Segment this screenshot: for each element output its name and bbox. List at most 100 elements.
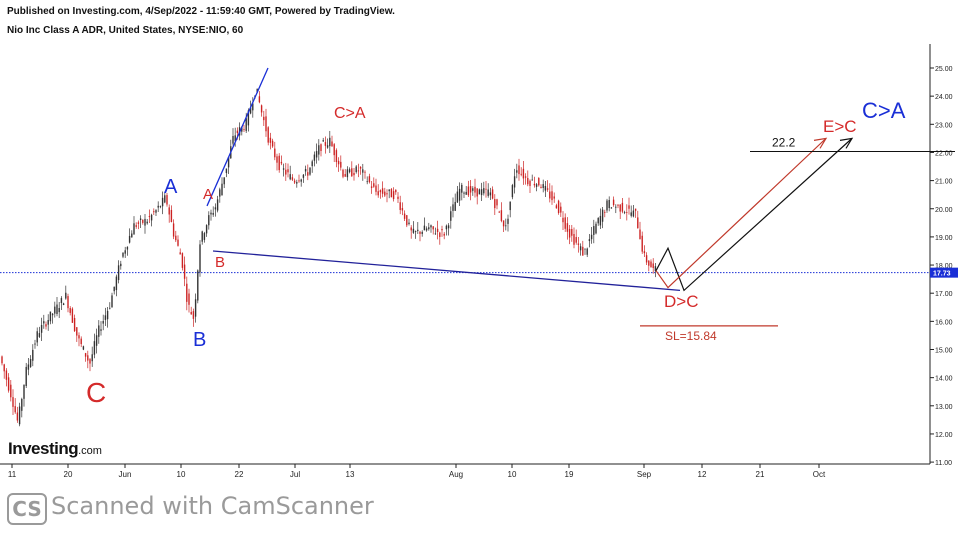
candle-body <box>65 292 67 299</box>
candle-body <box>474 186 476 193</box>
candle-body <box>441 229 443 231</box>
candle-body <box>593 226 595 235</box>
candle-body <box>414 231 417 232</box>
y-tick-label: 12.00 <box>935 432 953 439</box>
candle-body <box>386 193 388 195</box>
candle-body <box>27 364 30 370</box>
candle-body <box>234 135 236 141</box>
y-tick-label: 24.00 <box>935 94 953 101</box>
candle-body <box>10 384 12 398</box>
candle-body <box>159 206 162 208</box>
candle-body <box>5 370 8 380</box>
current-price-label: 17.73 <box>933 271 951 278</box>
stop-loss-label: SL=15.84 <box>665 329 717 343</box>
candle-body <box>293 180 296 183</box>
candle-body <box>421 231 423 234</box>
candle-body <box>621 202 624 212</box>
candle-body <box>485 188 487 190</box>
candle-body <box>271 140 274 147</box>
candle-body <box>309 167 311 175</box>
candle-body <box>582 246 584 256</box>
y-tick-label: 13.00 <box>935 404 953 411</box>
candle-body <box>423 225 426 231</box>
candle-body <box>1 356 3 364</box>
candle-body <box>289 174 291 180</box>
candle-body <box>62 303 65 305</box>
y-tick-label: 21.00 <box>935 179 953 186</box>
wave-label: B <box>215 254 225 271</box>
candle-body <box>612 199 615 205</box>
published-line: Published on Investing.com, 4/Sep/2022 -… <box>7 6 395 17</box>
x-tick-label: Sep <box>637 470 652 479</box>
candle-body <box>355 166 357 173</box>
x-tick-label: Jul <box>290 470 300 479</box>
wave-label: E>C <box>823 117 857 136</box>
candle-body <box>36 331 38 343</box>
candle-body <box>315 151 318 158</box>
y-tick-label: 22.00 <box>935 150 953 157</box>
candle-body <box>181 253 184 268</box>
x-tick-label: 19 <box>565 470 574 479</box>
candle-body <box>648 260 650 266</box>
candle-body <box>102 321 104 324</box>
candle-body <box>115 276 118 291</box>
candle-body <box>357 170 360 172</box>
candle-body <box>489 192 492 196</box>
candle-body <box>575 237 577 243</box>
candle-body <box>300 179 302 182</box>
candle-body <box>553 196 555 199</box>
candle-body <box>348 169 351 173</box>
candle-body <box>201 231 203 242</box>
candle-body <box>16 412 19 421</box>
candle-body <box>247 110 250 126</box>
candle-body <box>337 160 340 165</box>
candle-body <box>98 325 100 337</box>
wave-label: D>C <box>664 292 698 311</box>
candle-body <box>645 255 648 263</box>
candle-body <box>472 188 474 191</box>
projection-path-black <box>655 137 853 292</box>
candle-body <box>496 199 498 206</box>
candle-body <box>153 211 155 213</box>
candle-body <box>12 397 14 407</box>
candle-body <box>25 366 27 386</box>
candle-body <box>100 329 102 331</box>
projection-path-red <box>655 137 827 289</box>
candle-body <box>637 217 639 229</box>
y-tick-label: 14.00 <box>935 376 953 383</box>
candle-body <box>562 217 564 223</box>
candle-body <box>265 116 267 132</box>
candle-body <box>47 319 49 325</box>
candle-body <box>148 216 151 218</box>
candle-body <box>465 191 467 195</box>
candle-body <box>518 165 520 175</box>
candle-body <box>566 223 569 232</box>
candle-body <box>643 251 646 254</box>
candle-body <box>91 354 93 362</box>
candle-body <box>397 196 399 199</box>
candle-body <box>628 205 630 209</box>
candle-body <box>197 270 199 301</box>
wave-label: A <box>164 176 178 198</box>
candle-body <box>203 233 206 240</box>
candle-body <box>366 181 368 183</box>
candle-body <box>45 324 47 327</box>
candle-body <box>133 223 135 235</box>
candle-body <box>408 222 410 225</box>
candle-body <box>71 308 74 323</box>
candle-body <box>29 358 32 368</box>
candle-body <box>597 218 599 224</box>
candle-body <box>313 154 316 161</box>
candle-body <box>150 214 153 221</box>
candle-body <box>82 346 85 350</box>
candle-body <box>186 283 188 302</box>
candle-body <box>260 105 263 113</box>
candle-body <box>170 209 173 222</box>
candle-body <box>454 201 456 211</box>
candle-body <box>221 183 223 196</box>
candle-body <box>287 169 289 173</box>
candle-body <box>577 243 580 245</box>
candles <box>1 88 657 427</box>
y-tick-label: 16.00 <box>935 319 953 326</box>
